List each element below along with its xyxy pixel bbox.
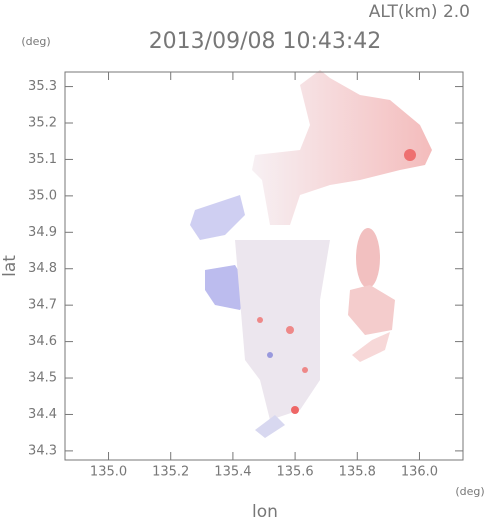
x-tick-label: 135.4 <box>214 465 251 480</box>
y-tick-label: 34.3 <box>28 443 57 458</box>
x-tick-label: 136.0 <box>401 465 438 480</box>
x-label: lon <box>252 502 278 521</box>
y-tick-label: 34.5 <box>28 371 57 386</box>
x-tick-label: 135.6 <box>276 465 313 480</box>
y-tick-label: 34.6 <box>28 334 57 349</box>
y-tick-label: 34.9 <box>28 225 57 240</box>
y-label: lat <box>0 255 20 277</box>
y-unit: (deg) <box>21 35 50 48</box>
x-tick-label: 135.8 <box>339 465 376 480</box>
y-tick-label: 34.8 <box>28 261 57 276</box>
x-tick-label: 135.2 <box>152 465 189 480</box>
y-tick-label: 35.1 <box>28 152 57 167</box>
altitude: ALT(km) 2.0 <box>369 2 470 22</box>
x-tick-label: 135.0 <box>90 465 127 480</box>
y-tick-label: 34.4 <box>28 407 57 422</box>
y-tick-label: 35.3 <box>28 79 57 94</box>
radar-echoes <box>190 70 432 438</box>
plot-frame <box>64 71 464 461</box>
chart-title: 2013/09/08 10:43:42 <box>149 29 382 54</box>
x-unit: (deg) <box>455 485 484 498</box>
y-tick-label: 35.0 <box>28 188 57 203</box>
y-tick-label: 35.2 <box>28 116 57 131</box>
y-tick-label: 34.7 <box>28 298 57 313</box>
